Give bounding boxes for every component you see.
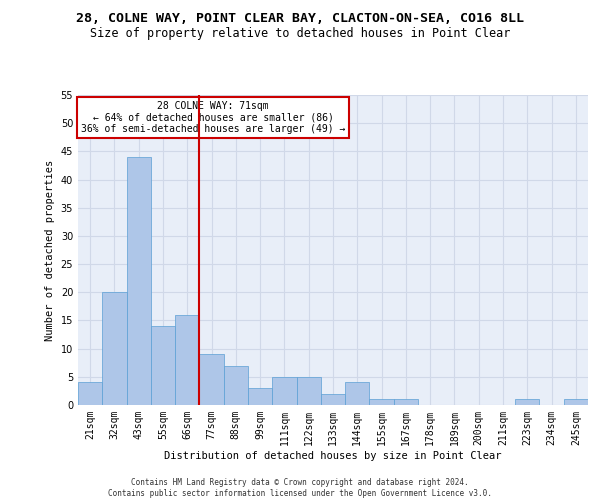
Bar — [151, 326, 175, 405]
Text: Size of property relative to detached houses in Point Clear: Size of property relative to detached ho… — [90, 28, 510, 40]
Y-axis label: Number of detached properties: Number of detached properties — [45, 160, 55, 340]
Bar — [345, 382, 370, 405]
Bar — [321, 394, 345, 405]
Bar — [102, 292, 127, 405]
Bar — [394, 400, 418, 405]
Bar — [224, 366, 248, 405]
X-axis label: Distribution of detached houses by size in Point Clear: Distribution of detached houses by size … — [164, 450, 502, 460]
Bar — [515, 400, 539, 405]
Text: Contains HM Land Registry data © Crown copyright and database right 2024.
Contai: Contains HM Land Registry data © Crown c… — [108, 478, 492, 498]
Bar — [78, 382, 102, 405]
Bar — [199, 354, 224, 405]
Bar — [564, 400, 588, 405]
Bar — [127, 157, 151, 405]
Text: 28, COLNE WAY, POINT CLEAR BAY, CLACTON-ON-SEA, CO16 8LL: 28, COLNE WAY, POINT CLEAR BAY, CLACTON-… — [76, 12, 524, 26]
Bar — [272, 377, 296, 405]
Bar — [370, 400, 394, 405]
Bar — [248, 388, 272, 405]
Bar — [175, 315, 199, 405]
Bar — [296, 377, 321, 405]
Text: 28 COLNE WAY: 71sqm
← 64% of detached houses are smaller (86)
36% of semi-detach: 28 COLNE WAY: 71sqm ← 64% of detached ho… — [81, 101, 346, 134]
